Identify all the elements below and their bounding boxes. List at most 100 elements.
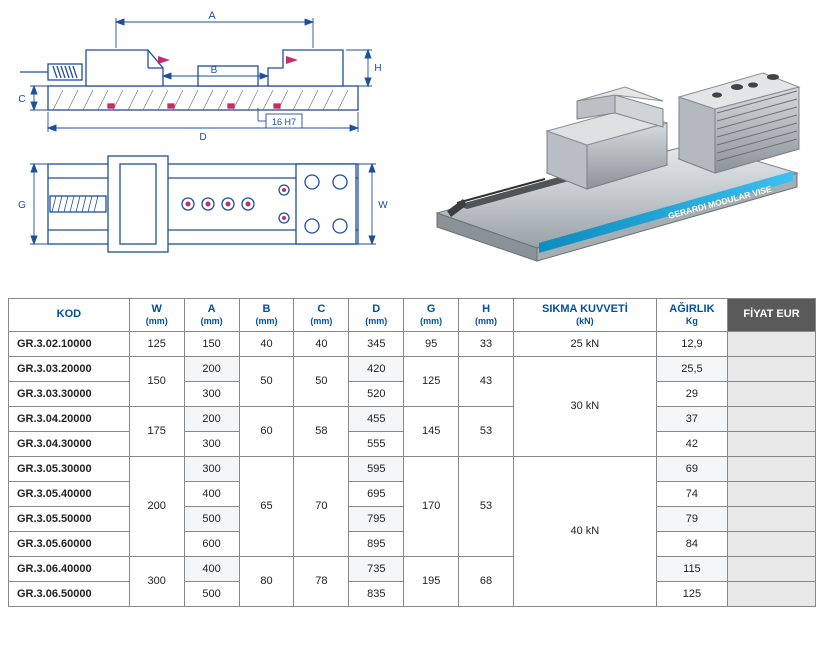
cell-price <box>728 431 816 456</box>
technical-diagrams: A B H <box>8 8 388 268</box>
cell-kod: GR.3.02.10000 <box>9 331 130 356</box>
cell-d: 420 <box>349 356 404 381</box>
cell-d: 520 <box>349 381 404 406</box>
col-agirlik: AĞIRLIKKg <box>656 299 727 332</box>
cell-price <box>728 356 816 381</box>
cell-price <box>728 531 816 556</box>
table-row: GR.3.02.10000 125 150 40 40 345 95 33 25… <box>9 331 816 356</box>
cell-a: 200 <box>184 356 239 381</box>
cell-d: 595 <box>349 456 404 481</box>
cell-ag: 25,5 <box>656 356 727 381</box>
cell-b: 80 <box>239 556 294 606</box>
cell-g: 170 <box>404 456 459 556</box>
cell-ag: 79 <box>656 506 727 531</box>
cell-w: 200 <box>129 456 184 556</box>
cell-g: 145 <box>404 406 459 456</box>
cell-kod: GR.3.06.50000 <box>9 581 130 606</box>
cell-ag: 115 <box>656 556 727 581</box>
cell-price <box>728 481 816 506</box>
cell-d: 735 <box>349 556 404 581</box>
table-header-row: KOD W(mm) A(mm) B(mm) C(mm) D(mm) G(mm) … <box>9 299 816 332</box>
cell-h: 53 <box>459 456 514 556</box>
dim-label-a: A <box>208 10 216 22</box>
cell-g: 125 <box>404 356 459 406</box>
cell-kod: GR.3.03.30000 <box>9 381 130 406</box>
cell-a: 600 <box>184 531 239 556</box>
col-kod: KOD <box>9 299 130 332</box>
cell-g: 95 <box>404 331 459 356</box>
cell-a: 300 <box>184 381 239 406</box>
cell-price <box>728 331 816 356</box>
cell-sk: 40 kN <box>514 456 657 606</box>
cell-ag: 69 <box>656 456 727 481</box>
cell-sk: 30 kN <box>514 356 657 456</box>
cell-b: 60 <box>239 406 294 456</box>
cell-a: 500 <box>184 506 239 531</box>
cell-d: 455 <box>349 406 404 431</box>
top-section: A B H <box>8 8 816 268</box>
table-row: GR.3.05.30000 200 300 65 70 595 170 53 4… <box>9 456 816 481</box>
cell-ag: 84 <box>656 531 727 556</box>
cell-c: 70 <box>294 456 349 556</box>
cell-kod: GR.3.05.60000 <box>9 531 130 556</box>
cell-sk: 25 kN <box>514 331 657 356</box>
col-d: D(mm) <box>349 299 404 332</box>
cell-kod: GR.3.05.50000 <box>9 506 130 531</box>
cell-d: 835 <box>349 581 404 606</box>
cell-c: 40 <box>294 331 349 356</box>
cell-a: 500 <box>184 581 239 606</box>
col-b: B(mm) <box>239 299 294 332</box>
col-w: W(mm) <box>129 299 184 332</box>
cell-kod: GR.3.03.20000 <box>9 356 130 381</box>
cell-d: 555 <box>349 431 404 456</box>
cell-h: 33 <box>459 331 514 356</box>
col-c: C(mm) <box>294 299 349 332</box>
cell-kod: GR.3.04.20000 <box>9 406 130 431</box>
cell-w: 175 <box>129 406 184 456</box>
dim-label-g: G <box>18 200 26 211</box>
cell-a: 400 <box>184 481 239 506</box>
dim-label-d: D <box>199 132 206 143</box>
cell-d: 895 <box>349 531 404 556</box>
cell-ag: 12,9 <box>656 331 727 356</box>
cell-d: 695 <box>349 481 404 506</box>
cell-h: 53 <box>459 406 514 456</box>
cell-ag: 29 <box>656 381 727 406</box>
cell-a: 300 <box>184 431 239 456</box>
cell-c: 78 <box>294 556 349 606</box>
cell-b: 40 <box>239 331 294 356</box>
dim-label-c: C <box>18 94 25 105</box>
cell-a: 300 <box>184 456 239 481</box>
col-fiyat: FİYAT EUR <box>728 299 816 332</box>
col-a: A(mm) <box>184 299 239 332</box>
cell-price <box>728 581 816 606</box>
cell-c: 58 <box>294 406 349 456</box>
cell-kod: GR.3.05.40000 <box>9 481 130 506</box>
product-photo-svg: GERARDI MODULAR VISE <box>417 13 807 263</box>
cell-price <box>728 506 816 531</box>
dim-label-h: H <box>374 63 381 74</box>
spec-table: KOD W(mm) A(mm) B(mm) C(mm) D(mm) G(mm) … <box>8 298 816 607</box>
cell-kod: GR.3.05.30000 <box>9 456 130 481</box>
cell-price <box>728 406 816 431</box>
cell-h: 68 <box>459 556 514 606</box>
cell-d: 345 <box>349 331 404 356</box>
cell-b: 65 <box>239 456 294 556</box>
cell-ag: 37 <box>656 406 727 431</box>
cell-price <box>728 456 816 481</box>
col-g: G(mm) <box>404 299 459 332</box>
cell-price <box>728 381 816 406</box>
col-sikma: SIKMA KUVVETİ(kN) <box>514 299 657 332</box>
cell-ag: 42 <box>656 431 727 456</box>
cell-h: 43 <box>459 356 514 406</box>
tolerance-label: 16 H7 <box>272 117 296 127</box>
diagram-svg: A B H <box>8 8 388 268</box>
cell-w: 300 <box>129 556 184 606</box>
cell-ag: 125 <box>656 581 727 606</box>
cell-a: 150 <box>184 331 239 356</box>
cell-d: 795 <box>349 506 404 531</box>
cell-b: 50 <box>239 356 294 406</box>
product-photo: GERARDI MODULAR VISE <box>408 8 816 268</box>
col-h: H(mm) <box>459 299 514 332</box>
cell-c: 50 <box>294 356 349 406</box>
